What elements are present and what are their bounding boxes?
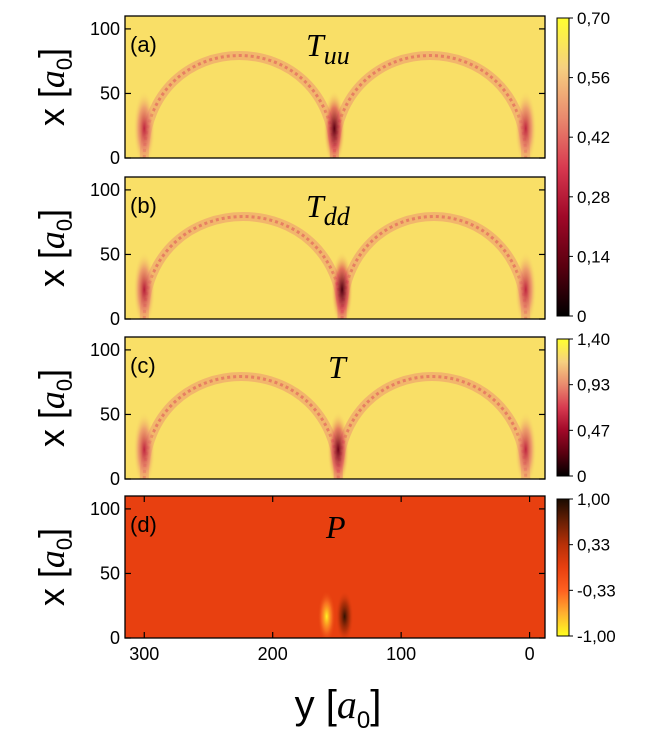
y-axis-label-d: x [a0] (31, 528, 77, 606)
colorbar-tick-label: 0,70 (577, 9, 610, 28)
colorbar-tick-label: 0,14 (577, 247, 610, 266)
transmission-hotspot (514, 251, 537, 319)
panel-title-c: T (328, 349, 348, 385)
plot-frame-a (124, 15, 546, 159)
colorbar-tick-label: -0,33 (577, 581, 616, 600)
y-tick-label: 50 (100, 83, 120, 103)
panel-title-sub-b: dd (324, 202, 351, 231)
y-ticks-b: 0 50 100 (90, 180, 545, 329)
y-tick-label: 100 (90, 499, 120, 519)
y-tick-label: 50 (100, 563, 120, 583)
panel-title-b: Tdd (306, 188, 351, 231)
y-axis-label-a: x [a0] (31, 48, 77, 126)
colorbar-tuu-tdd: 0 0,14 0,28 0,42 0,56 0,70 (556, 9, 610, 326)
transmission-arch-fringe (142, 54, 336, 158)
transmission-arch-fringe (142, 375, 340, 479)
plot-frame-b (124, 176, 546, 320)
colorbar-tick-label: 1,00 (577, 490, 610, 509)
heatmap-a (125, 16, 545, 158)
panel-label-d: (d) (130, 512, 157, 537)
panel-title-a: Tuu (306, 27, 350, 70)
panel-label-b: (b) (130, 193, 157, 218)
colorbar-tick-label: -1,00 (577, 627, 616, 646)
transmission-hotspot (317, 590, 336, 638)
panel-title-main-a: T (306, 27, 326, 63)
y-axis-label-c: x [a0] (31, 369, 77, 447)
y-ticks-a: 0 50 100 (90, 19, 545, 168)
transmission-hotspot (133, 251, 156, 319)
panel-title-main-c: T (328, 349, 348, 385)
colorbar-tick-label: 0,33 (577, 536, 610, 555)
heatmap-d (125, 496, 545, 638)
y-tick-label: 50 (100, 404, 120, 424)
x-tick-label: 300 (129, 644, 159, 664)
colorbar-tick-label: 0,28 (577, 188, 610, 207)
x-tick-label: 0 (525, 644, 535, 664)
panel-label-c: (c) (130, 353, 156, 378)
transmission-arch-fringe (142, 215, 344, 319)
colorbar-tick-label: 0,93 (577, 376, 610, 395)
colorbar-tick-label: 0,42 (577, 128, 610, 147)
plot-frame-d (124, 495, 546, 639)
transmission-hotspot (331, 251, 354, 319)
panel-c: 0 50 100 (c) T x [a0] (31, 336, 546, 489)
panel-label-a: (a) (130, 32, 157, 57)
y-tick-label: 100 (90, 19, 120, 39)
x-ticks-d: 300 200 100 0 (129, 496, 535, 664)
colorbar-gradient (556, 338, 570, 477)
x-tick-label: 100 (386, 644, 416, 664)
panel-title-sub-a: uu (324, 41, 350, 70)
y-axis-label-b: x [a0] (31, 209, 77, 287)
y-tick-label: 0 (110, 469, 120, 489)
y-tick-label: 100 (90, 180, 120, 200)
colorbar-tick-label: 0,47 (577, 421, 610, 440)
plot-frame-c (124, 336, 546, 480)
y-tick-label: 0 (110, 309, 120, 329)
colorbar-tick-label: 1,40 (577, 330, 610, 349)
transmission-hotspot (133, 90, 156, 158)
colorbar-t: 0 0,47 0,93 1,40 (556, 330, 610, 486)
panel-b: 0 50 100 (b) Tdd x [a0] (31, 176, 546, 329)
colorbar-p: -1,00 -0,33 0,33 1,00 (556, 490, 616, 646)
y-tick-label: 0 (110, 628, 120, 648)
y-tick-label: 50 (100, 244, 120, 264)
colorbar-tick-label: 0 (577, 467, 586, 486)
heatmap-c (125, 337, 545, 479)
colorbar-tick-label: 0,56 (577, 69, 610, 88)
transmission-hotspot (514, 90, 537, 158)
transmission-hotspot (323, 90, 346, 158)
panel-title-main-b: T (306, 188, 326, 224)
panel-d: 0 50 100 300 200 100 0 (d) P x [a0] y [a0] (31, 495, 546, 734)
transmission-hotspot (133, 411, 156, 479)
panel-title-main-d: P (325, 509, 346, 545)
panel-title-d: P (325, 509, 346, 545)
y-tick-label: 0 (110, 148, 120, 168)
x-tick-label: 200 (258, 644, 288, 664)
x-axis-label: y [a0] (295, 682, 382, 734)
transmission-hotspot (327, 411, 350, 479)
y-ticks-d: 0 50 100 (90, 499, 545, 648)
transmission-hotspot (335, 590, 354, 638)
colorbar-gradient (556, 498, 570, 637)
y-ticks-c: 0 50 100 (90, 340, 545, 489)
transmission-arch-fringe (332, 54, 528, 158)
colorbar-tick-label: 0 (577, 307, 586, 326)
panel-a: 0 50 100 (a) Tuu x [a0] (31, 15, 546, 168)
transmission-hotspot (514, 411, 537, 479)
y-tick-label: 100 (90, 340, 120, 360)
colorbar-gradient (556, 17, 570, 317)
heatmap-b (125, 177, 545, 319)
